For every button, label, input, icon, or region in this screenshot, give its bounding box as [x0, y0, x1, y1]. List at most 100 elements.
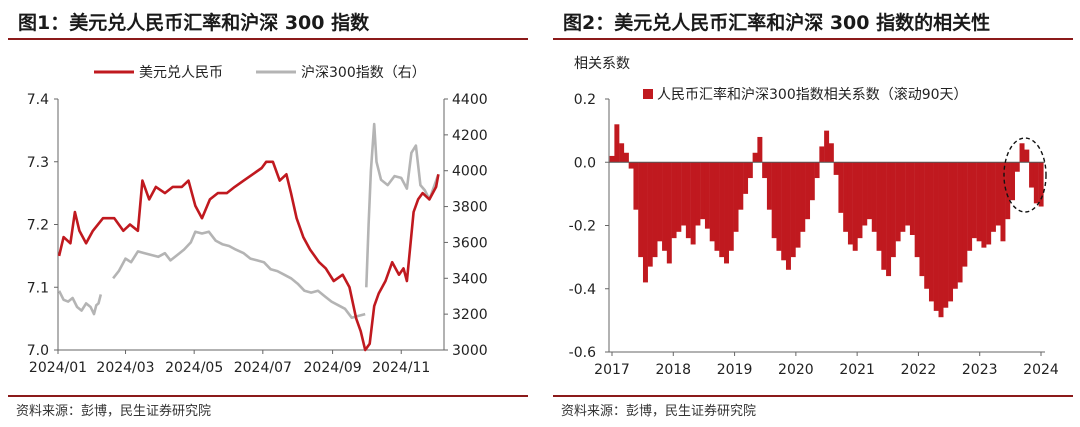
correlation-bar	[704, 162, 710, 229]
correlation-bar	[671, 162, 677, 239]
correlation-bar	[971, 162, 977, 239]
correlation-bar	[623, 152, 629, 163]
figure-1-bottom-rule	[8, 395, 528, 397]
correlation-bar	[685, 162, 691, 239]
correlation-bar	[757, 136, 763, 163]
correlation-bar	[881, 162, 887, 270]
y-tick-label: -0.6	[569, 345, 596, 361]
chart-1-svg: 7.4 7.3 7.2 7.1 7.0 4400 4200 4000 3800 3600 3400 3…	[27, 65, 488, 376]
x-tick-label: 2024/11	[372, 360, 430, 376]
correlation-bar	[948, 162, 954, 302]
correlation-bar	[871, 162, 877, 232]
y-axis-title: 相关系数	[574, 56, 630, 72]
correlation-bar	[642, 162, 648, 283]
y-tick-label: 0.0	[574, 155, 596, 171]
correlation-bar	[819, 146, 825, 163]
x-tick-label: 2017	[594, 362, 630, 378]
figure-2-bottom-rule	[553, 395, 1073, 397]
x-tick-label: 2021	[839, 362, 875, 378]
correlation-bar	[1010, 162, 1015, 201]
correlation-bar	[676, 162, 682, 232]
x-tick-label: 2023	[962, 362, 998, 378]
csi300-line-segment	[57, 290, 103, 316]
correlation-bar	[981, 162, 987, 248]
csi300-line-segment	[365, 122, 440, 288]
correlation-bar	[690, 162, 696, 245]
correlation-bar	[609, 155, 615, 163]
highlight-ellipse	[1003, 137, 1047, 213]
y-right-tick-label: 3600	[452, 235, 488, 251]
usdcny-line	[57, 160, 440, 352]
correlation-bar	[852, 162, 858, 251]
correlation-bar	[909, 162, 915, 235]
correlation-bar	[1029, 162, 1035, 188]
x-tick-label: 2018	[655, 362, 691, 378]
figure-2-source: 资料来源：彭博，民生证券研究院	[561, 404, 757, 419]
correlation-bar	[662, 162, 668, 251]
correlation-bar	[938, 162, 944, 318]
correlation-bar	[785, 162, 791, 270]
correlation-bar	[733, 162, 739, 232]
y-right-tick-label: 4000	[452, 164, 488, 180]
x-tick-label: 2024/07	[234, 360, 292, 376]
correlation-bar	[628, 162, 634, 169]
x-tick-label: 2024/03	[96, 360, 154, 376]
correlation-bar	[795, 162, 801, 248]
figure-1-title: 图1：美元兑人民币汇率和沪深 300 指数	[18, 12, 370, 34]
correlation-bar	[943, 162, 949, 308]
correlation-bar	[652, 162, 658, 258]
y-right-tick-label: 4200	[452, 128, 488, 144]
correlation-bar	[1014, 162, 1020, 172]
correlation-bar	[895, 162, 901, 242]
correlation-bar	[967, 162, 973, 251]
correlation-bar	[990, 162, 996, 232]
correlation-bar	[728, 162, 734, 251]
y-tick-label: 0.2	[574, 92, 596, 108]
y-right-tick-label: 3200	[452, 307, 488, 323]
y-tick-label: -0.2	[569, 219, 596, 235]
legend-label: 人民币汇率和沪深300指数相关系数（滚动90天）	[657, 86, 968, 103]
figure-2-title: 图2：美元兑人民币汇率和沪深 300 指数的相关性	[563, 12, 991, 34]
correlation-bar	[857, 162, 863, 239]
figure-2-top-rule	[553, 38, 1073, 40]
y-right-tick-label: 3400	[452, 271, 488, 287]
correlation-bar	[724, 162, 729, 264]
correlation-bar	[747, 162, 753, 179]
correlation-bar	[867, 162, 872, 220]
figure-2: 图2：美元兑人民币汇率和沪深 300 指数的相关性 相关系数 0.2 0.0 -0.2…	[549, 0, 1079, 427]
y-left-tick-label: 7.3	[27, 155, 49, 171]
legend-swatch	[643, 89, 653, 99]
correlation-bar	[657, 162, 663, 242]
correlation-bar	[638, 162, 644, 258]
correlation-bar	[633, 162, 639, 210]
correlation-bar	[828, 143, 834, 163]
x-tick-label: 2019	[717, 362, 753, 378]
correlation-bar	[933, 162, 939, 311]
x-tick-label: 2022	[901, 362, 937, 378]
correlation-bar	[752, 152, 758, 163]
correlation-bar	[771, 162, 777, 239]
y-right-tick-label: 3800	[452, 200, 488, 216]
correlation-bar	[1033, 162, 1039, 204]
x-tick-label: 2024/09	[304, 360, 362, 376]
correlation-bar	[719, 162, 725, 258]
x-tick-label: 2020	[778, 362, 814, 378]
correlation-bar	[928, 162, 934, 302]
correlation-bar	[738, 162, 744, 210]
correlation-bar	[695, 162, 701, 226]
correlation-bar	[1019, 143, 1025, 163]
correlation-bar	[766, 162, 772, 210]
correlation-bar	[886, 162, 892, 277]
correlation-bar	[814, 162, 820, 179]
correlation-bar	[876, 162, 882, 251]
y-tick-label: -0.4	[569, 282, 596, 298]
legend-csi300-label: 沪深300指数（右）	[301, 65, 426, 81]
figure-1-source: 资料来源：彭博，民生证券研究院	[16, 404, 212, 419]
figure-1: 图1：美元兑人民币汇率和沪深 300 指数 7.4 7.3 7.2 7.1 7.0 440…	[4, 0, 534, 427]
correlation-bar	[824, 130, 830, 163]
y-left-tick-label: 7.0	[27, 343, 49, 359]
x-tick-label: 2024/01	[29, 360, 87, 376]
correlation-bar	[957, 162, 963, 283]
correlation-bar	[995, 162, 1001, 226]
